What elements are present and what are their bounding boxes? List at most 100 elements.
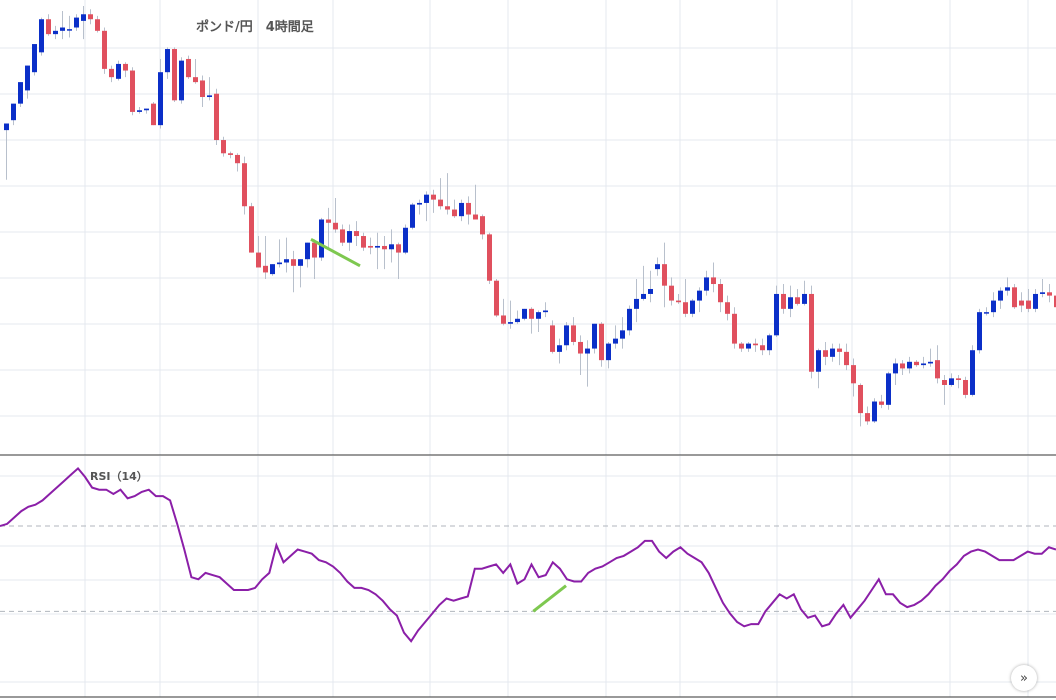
candle-bear	[914, 361, 919, 366]
candle-bear	[200, 80, 205, 98]
candle-bull	[690, 300, 695, 314]
candle-bear	[501, 315, 506, 324]
candle-bear	[935, 360, 940, 379]
candle-bear	[732, 313, 737, 344]
candle-bear	[438, 199, 443, 207]
candle-bull	[802, 293, 807, 304]
candle-bear	[221, 140, 226, 154]
candle-bear	[242, 163, 247, 207]
candle-bull	[158, 72, 163, 126]
candle-bear	[130, 70, 135, 112]
candle-bull	[207, 95, 212, 98]
candle-bear	[760, 345, 765, 351]
candle-bear	[46, 19, 51, 35]
candle-bull	[641, 293, 646, 299]
candle-bull	[543, 310, 548, 313]
candle-bear	[452, 209, 457, 217]
candle-bull	[74, 17, 79, 28]
candle-bear	[88, 14, 93, 20]
candle-bear	[669, 285, 674, 301]
main-grid	[0, 0, 1056, 455]
candle-bear	[109, 68, 114, 78]
candle-bull	[410, 204, 415, 228]
candle-bull	[1005, 287, 1010, 291]
candle-bear	[361, 236, 366, 248]
candle-bear	[809, 293, 814, 372]
candle-bull	[886, 373, 891, 405]
scroll-forward-button[interactable]: »	[1011, 665, 1037, 691]
candle-bull	[949, 378, 954, 385]
candle-bull	[991, 300, 996, 313]
candle-bull	[970, 350, 975, 395]
candle-bull	[165, 49, 170, 73]
candle-bear	[571, 325, 576, 342]
candle-bear	[900, 363, 905, 369]
candle-bear	[956, 378, 961, 381]
candle-bear	[837, 348, 842, 352]
candle-bear	[214, 93, 219, 141]
candle-bear	[102, 30, 107, 69]
candle-bear	[676, 300, 681, 303]
candle-bull	[284, 259, 289, 263]
candle-bull	[613, 338, 618, 344]
candle-bear	[249, 206, 254, 253]
rsi-grid	[0, 456, 1056, 697]
candle-bull	[347, 231, 352, 243]
candle-bull	[375, 245, 380, 248]
candle-bull	[459, 202, 464, 217]
candle-bear	[851, 365, 856, 384]
candle-bull	[564, 325, 569, 346]
candle-bear	[480, 216, 485, 235]
candle-bear	[340, 229, 345, 243]
candle-bull	[697, 290, 702, 301]
candle-bull	[277, 262, 282, 265]
candle-bull	[60, 27, 65, 31]
candle-bear	[753, 343, 758, 346]
candle-bear	[662, 264, 667, 286]
candle-bull	[298, 259, 303, 266]
candle-bear	[879, 401, 884, 405]
rsi-line	[0, 466, 1056, 643]
candle-bear	[445, 206, 450, 210]
candle-bear	[711, 277, 716, 285]
candle-bear	[718, 284, 723, 303]
candle-bull	[655, 264, 660, 270]
double-chevron-right-icon: »	[1020, 670, 1028, 686]
candle-bull	[403, 227, 408, 253]
candle-bear	[263, 265, 268, 273]
candle-bear	[235, 154, 240, 164]
candle-bull	[508, 322, 513, 324]
candle-bull	[11, 103, 16, 121]
candle-bull	[872, 401, 877, 422]
candle-bull	[25, 65, 30, 91]
candle-bull	[270, 264, 275, 275]
rsi-label: RSI（14）	[90, 470, 148, 483]
rsi-series-line	[0, 466, 1056, 643]
candle-bull	[81, 14, 86, 21]
candle-bear	[1047, 292, 1052, 296]
candle-bear	[865, 413, 870, 422]
candle-bear	[550, 325, 555, 352]
candle-bull	[984, 312, 989, 314]
candle-bull	[18, 82, 23, 104]
candle-bull	[39, 19, 44, 53]
candle-bear	[844, 351, 849, 366]
candle-bear	[333, 222, 338, 230]
candle-bull	[893, 363, 898, 374]
candle-bull	[788, 297, 793, 309]
candle-bull	[767, 335, 772, 351]
price-trendline	[310, 238, 361, 268]
candle-bear	[228, 153, 233, 155]
candle-bull	[53, 30, 58, 35]
candle-bull	[774, 293, 779, 336]
candle-bear	[186, 58, 191, 78]
candle-bull	[424, 194, 429, 203]
candle-bear	[326, 219, 331, 223]
candle-bear	[172, 49, 177, 101]
candlestick-series	[4, 6, 1056, 427]
candle-bear	[354, 231, 359, 237]
candle-bull	[592, 323, 597, 349]
candle-bear	[683, 302, 688, 314]
candle-bear	[487, 234, 492, 281]
candle-bear	[382, 245, 387, 250]
